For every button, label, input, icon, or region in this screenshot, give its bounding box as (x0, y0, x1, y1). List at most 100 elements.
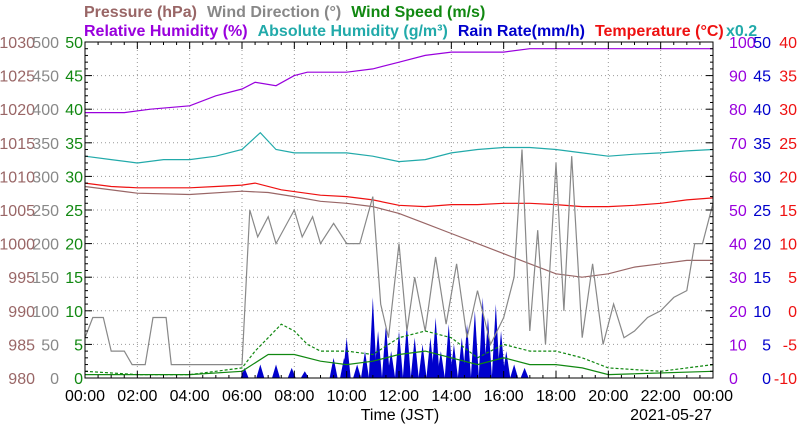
rain-rate-tick-label: 30 (753, 169, 771, 186)
wind-speed-tick-label: 25 (65, 203, 83, 220)
rain-rate-bar (353, 364, 362, 378)
legend: Pressure (hPa) Wind Direction (°) Wind Spe… (84, 4, 757, 40)
wind-speed-tick-label: 10 (65, 304, 83, 321)
rain-rate-bar (374, 330, 383, 378)
rain-rate-bar (368, 297, 377, 378)
rain-rate-tick-label: 25 (753, 203, 771, 220)
x-tick-label: 10:00 (327, 388, 367, 405)
rain-rate-bar (410, 337, 419, 378)
wind-direction-tick-label: 300 (32, 169, 59, 186)
temperature-tick-label: -10 (774, 371, 797, 388)
legend-item: Absolute Humidity (g/m³) (258, 23, 448, 40)
rain-rate-bar (240, 367, 249, 378)
legend-item: Temperature (°C) (595, 23, 724, 40)
series-line-wind-speed-mean (85, 350, 714, 376)
rain-rate-bars (240, 297, 529, 378)
rain-rate-tick-label: 50 (753, 35, 771, 52)
pressure-tick-label: 1005 (0, 203, 35, 220)
rain-rate-bar (272, 364, 281, 378)
pressure-tick-label: 1020 (0, 102, 35, 119)
x-tick-label: 02:00 (117, 388, 157, 405)
wind-direction-tick-label: 150 (32, 270, 59, 287)
x-tick-label: 12:00 (379, 388, 419, 405)
rain-rate-bar (387, 351, 396, 378)
relative-humidity-tick-label: 0 (729, 371, 738, 388)
relative-humidity-tick-label: 90 (729, 69, 747, 86)
rain-rate-bar (342, 337, 351, 378)
rain-rate-bar (402, 324, 411, 378)
rain-rate-bar (502, 351, 511, 378)
temperature-tick-label: 15 (779, 203, 797, 220)
rain-rate-bar (329, 357, 338, 378)
wind-speed-tick-label: 40 (65, 102, 83, 119)
relative-humidity-tick-label: 40 (729, 237, 747, 254)
wind-speed-tick-label: 30 (65, 169, 83, 186)
temperature-tick-label: 0 (788, 304, 797, 321)
wind-direction-tick-label: 0 (50, 371, 59, 388)
wind-direction-tick-label: 50 (41, 337, 59, 354)
wind-speed-tick-label: 5 (74, 337, 83, 354)
wind-speed-tick-label: 20 (65, 237, 83, 254)
wind-speed-tick-label: 45 (65, 69, 83, 86)
rain-rate-tick-label: 5 (762, 337, 771, 354)
pressure-tick-label: 1010 (0, 169, 35, 186)
rain-rate-bar (431, 317, 440, 378)
temperature-tick-label: 35 (779, 69, 797, 86)
temperature-tick-label: 20 (779, 169, 797, 186)
x-axis-tick-labels: 00:00 02:00 04:00 06:00 08:00 10:00 12:00 14:00… (65, 388, 733, 405)
wind-direction-tick-label: 500 (32, 35, 59, 52)
pressure-tick-label: 1015 (0, 136, 35, 153)
rain-rate-tick-label: 15 (753, 270, 771, 287)
series-line-pressure-hpa (84, 185, 713, 278)
pressure-tick-label: 985 (8, 337, 35, 354)
pressure-tick-label: 990 (8, 304, 35, 321)
rain-rate-tick-label: 45 (753, 69, 771, 86)
temperature-tick-label: 10 (779, 237, 797, 254)
rain-rate-bar (449, 344, 458, 378)
temperature-tick-label: -5 (783, 337, 797, 354)
rain-rate-bar (287, 367, 296, 378)
legend-item: Wind Direction (°) (207, 4, 341, 21)
x-tick-label: 20:00 (588, 388, 628, 405)
rain-rate-bar (463, 324, 472, 378)
date-label: 2021-05-27 (630, 407, 712, 424)
rain-rate-bar (360, 351, 369, 378)
rain-rate-bar (510, 364, 519, 378)
x-tick-label: 08:00 (274, 388, 314, 405)
x-tick-label: 00:00 (65, 388, 105, 405)
rain-rate-bar (497, 330, 506, 378)
x-tick-label: 00:00 (693, 388, 733, 405)
rain-rate-tick-label: 0 (762, 371, 771, 388)
relative-humidity-tick-label: 50 (729, 203, 747, 220)
wind-speed-tick-label: 35 (65, 136, 83, 153)
legend-item: Relative Humidity (%) (84, 23, 248, 40)
relative-humidity-tick-label: 80 (729, 102, 747, 119)
rain-scale-note: x0.2 (726, 23, 757, 40)
rain-rate-tick-label: 10 (753, 304, 771, 321)
x-tick-label: 04:00 (170, 388, 210, 405)
pressure-tick-label: 980 (8, 371, 35, 388)
wind-direction-tick-label: 200 (32, 237, 59, 254)
series-line-wind-speed-m-s (84, 323, 714, 376)
x-tick-label: 06:00 (222, 388, 262, 405)
rain-rate-bar (300, 371, 309, 378)
rain-rate-bar (436, 351, 445, 378)
series-line-temperature-c (84, 182, 714, 208)
wind-speed-tick-label: 15 (65, 270, 83, 287)
wind-direction-tick-label: 450 (32, 69, 59, 86)
pressure-tick-label: 1030 (0, 35, 35, 52)
temperature-tick-label: 30 (779, 102, 797, 119)
x-tick-label: 22:00 (641, 388, 681, 405)
rain-rate-tick-label: 35 (753, 136, 771, 153)
legend-item: Pressure (hPa) (84, 4, 197, 21)
pressure-tick-label: 1025 (0, 69, 35, 86)
relative-humidity-tick-label: 20 (729, 304, 747, 321)
temperature-tick-label: 25 (779, 136, 797, 153)
relative-humidity-tick-label: 10 (729, 337, 747, 354)
legend-item: Rain Rate(mm/h) (458, 23, 585, 40)
wind-speed-tick-label: 0 (74, 371, 83, 388)
relative-humidity-tick-label: 30 (729, 270, 747, 287)
wind-speed-tick-label: 50 (65, 35, 83, 52)
axis-ticks: 1030102510201015101010051000995990985980… (0, 35, 797, 388)
